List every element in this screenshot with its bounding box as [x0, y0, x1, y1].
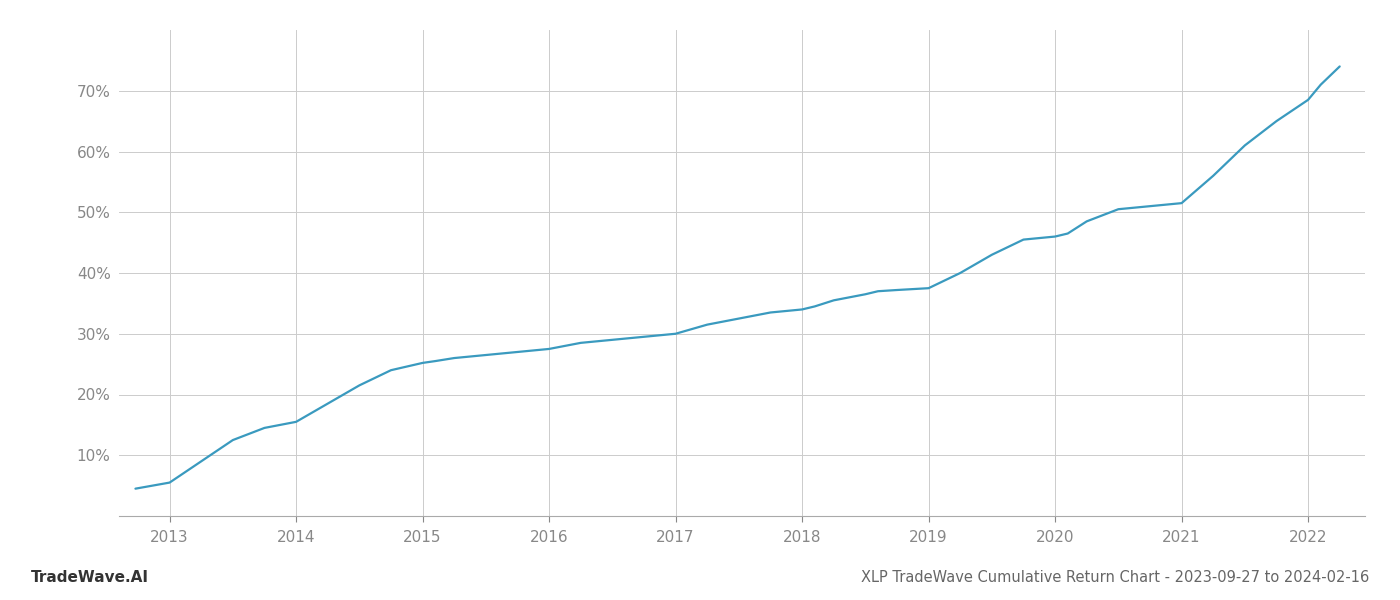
Text: TradeWave.AI: TradeWave.AI: [31, 570, 148, 585]
Text: XLP TradeWave Cumulative Return Chart - 2023-09-27 to 2024-02-16: XLP TradeWave Cumulative Return Chart - …: [861, 570, 1369, 585]
